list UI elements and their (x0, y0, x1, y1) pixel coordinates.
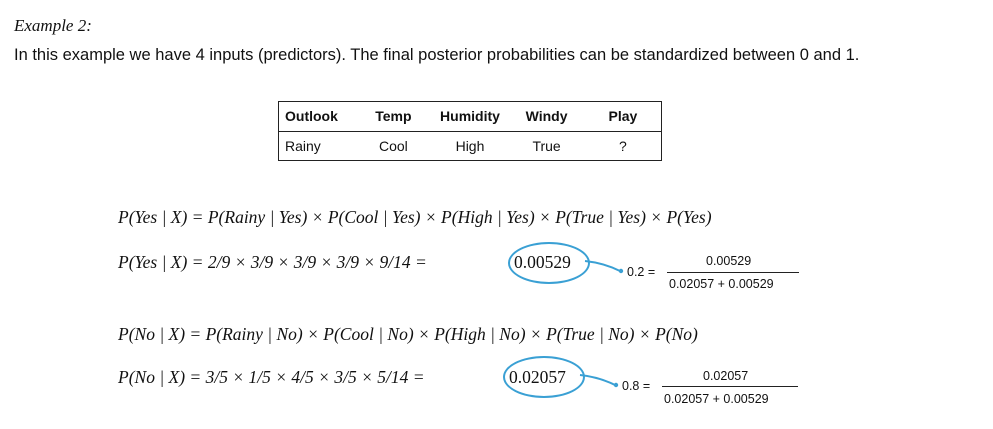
no-normalized-label: 0.8 = (622, 379, 651, 393)
yes-value-circle (508, 242, 590, 284)
input-table: Outlook Temp Humidity Windy Play Rainy C… (278, 101, 662, 161)
yes-arrow-icon (584, 260, 624, 274)
table-header-row: Outlook Temp Humidity Windy Play (278, 102, 662, 131)
yes-numerator: 0.00529 (706, 254, 752, 268)
no-value-circle (503, 356, 585, 398)
header-temp: Temp (375, 108, 412, 125)
no-fraction-bar (662, 386, 798, 387)
yes-fraction-bar (667, 272, 799, 273)
cell-temp: Cool (378, 137, 408, 154)
cell-windy: True (532, 137, 561, 154)
table-row: Rainy Cool High True ? (279, 131, 662, 161)
header-play: Play (608, 108, 638, 125)
no-denominator: 0.02057 + 0.00529 (664, 392, 769, 406)
cell-outlook: Rainy (285, 137, 321, 154)
yes-denominator: 0.02057 + 0.00529 (669, 277, 774, 291)
yes-formula: P(Yes | X) = P(Rainy | Yes) × P(Cool | Y… (118, 207, 712, 227)
cell-play: ? (619, 137, 627, 154)
cell-humidity: High (455, 137, 485, 154)
header-outlook: Outlook (285, 108, 338, 125)
no-arrow-icon (579, 374, 619, 388)
no-calculation: P(No | X) = 3/5 × 1/5 × 4/5 × 3/5 × 5/14… (118, 367, 425, 387)
header-humidity: Humidity (440, 108, 500, 125)
no-numerator: 0.02057 (703, 369, 749, 383)
intro-text: In this example we have 4 inputs (predic… (14, 46, 860, 64)
header-windy: Windy (525, 108, 568, 125)
yes-calculation: P(Yes | X) = 2/9 × 3/9 × 3/9 × 3/9 × 9/1… (118, 252, 427, 272)
yes-normalized-label: 0.2 = (627, 265, 656, 279)
example-heading: Example 2: (14, 16, 92, 35)
no-formula: P(No | X) = P(Rainy | No) × P(Cool | No)… (118, 324, 698, 344)
